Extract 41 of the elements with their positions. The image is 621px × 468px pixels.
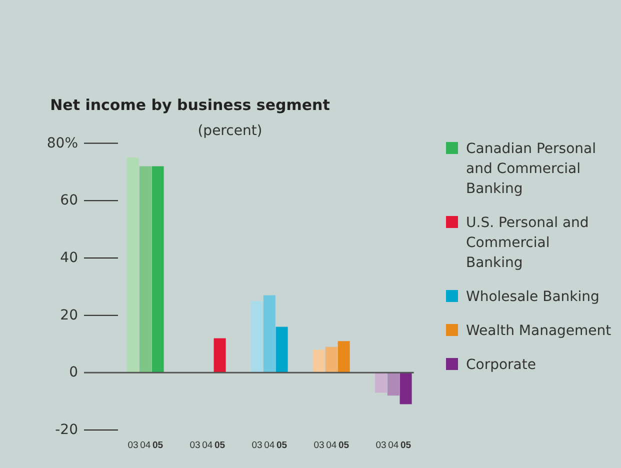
x-tick-label: 05 — [152, 440, 164, 451]
y-tick-label: 0 — [69, 364, 78, 381]
bar — [325, 346, 338, 373]
bar — [338, 341, 350, 373]
x-tick-label: 03 — [376, 440, 386, 451]
x-tick-label: 04 — [326, 440, 337, 451]
chart-subtitle: (percent) — [198, 123, 262, 139]
bar — [375, 372, 387, 393]
x-tick-label: 05 — [214, 440, 226, 451]
bar — [313, 350, 325, 373]
x-tick-label: 05 — [338, 440, 350, 451]
y-tick-label: 60 — [60, 192, 78, 209]
y-tick-label: 20 — [60, 307, 78, 324]
y-tick-label: 40 — [60, 250, 78, 266]
bar — [387, 372, 400, 396]
x-tick-label: 03 — [314, 440, 324, 451]
bar — [152, 166, 164, 373]
bar — [127, 158, 139, 373]
x-tick-label: 05 — [400, 440, 412, 451]
y-tick-label: 80% — [46, 135, 78, 152]
bar — [139, 166, 152, 373]
legend-label: Wholesale Banking — [466, 289, 600, 305]
legend-label: Corporate — [466, 357, 536, 373]
x-tick-label: 03 — [128, 440, 138, 451]
bar — [263, 295, 276, 373]
x-tick-label: 05 — [276, 440, 288, 451]
x-tick-label: 03 — [252, 440, 262, 451]
bar — [276, 326, 288, 373]
x-tick-label: 04 — [140, 440, 151, 451]
x-tick-label: 04 — [264, 440, 275, 451]
x-tick-label: 03 — [190, 440, 200, 451]
bar — [214, 338, 226, 373]
legend-label: Wealth Management — [466, 323, 612, 339]
x-tick-label: 04 — [202, 440, 213, 451]
legend-label: U.S. Personal and Commercial Banking — [466, 215, 589, 271]
x-tick-label: 04 — [388, 440, 399, 451]
bar — [400, 372, 412, 404]
legend-label: Canadian Personal and Commercial Banking — [466, 141, 596, 197]
y-tick-label: -20 — [55, 422, 78, 438]
chart-title: Net income by business segment — [50, 96, 330, 114]
bar — [251, 300, 263, 373]
